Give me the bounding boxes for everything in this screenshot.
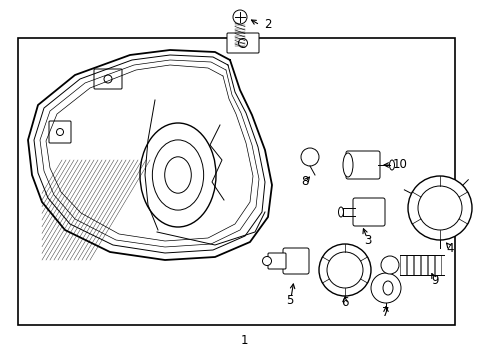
FancyBboxPatch shape [49, 121, 71, 143]
FancyBboxPatch shape [346, 151, 379, 179]
FancyBboxPatch shape [283, 248, 308, 274]
Text: 4: 4 [446, 242, 453, 255]
Bar [427, 255, 433, 275]
FancyBboxPatch shape [352, 198, 384, 226]
Bar [420, 255, 426, 275]
Ellipse shape [342, 153, 352, 177]
Bar [434, 255, 440, 275]
Text: 7: 7 [382, 306, 389, 319]
Text: 5: 5 [286, 293, 293, 306]
Text: 3: 3 [364, 234, 371, 247]
Text: 10: 10 [392, 158, 407, 171]
Circle shape [318, 244, 370, 296]
Ellipse shape [338, 207, 343, 217]
Text: 6: 6 [341, 296, 348, 309]
Circle shape [407, 176, 471, 240]
Bar [399, 255, 405, 275]
Text: 9: 9 [430, 274, 438, 287]
Text: 1: 1 [240, 333, 247, 346]
FancyBboxPatch shape [267, 253, 285, 269]
Bar [406, 255, 412, 275]
Circle shape [104, 75, 112, 83]
Ellipse shape [389, 160, 394, 170]
Circle shape [301, 148, 318, 166]
FancyBboxPatch shape [226, 33, 259, 53]
Text: 8: 8 [301, 175, 308, 189]
Bar [413, 255, 419, 275]
Text: 2: 2 [264, 18, 271, 31]
Circle shape [238, 39, 247, 48]
Circle shape [370, 273, 400, 303]
FancyBboxPatch shape [94, 69, 122, 89]
Circle shape [262, 256, 271, 265]
Circle shape [232, 10, 246, 24]
Bar [18, 38, 454, 325]
Circle shape [380, 256, 398, 274]
Ellipse shape [140, 123, 216, 227]
Circle shape [57, 129, 63, 135]
